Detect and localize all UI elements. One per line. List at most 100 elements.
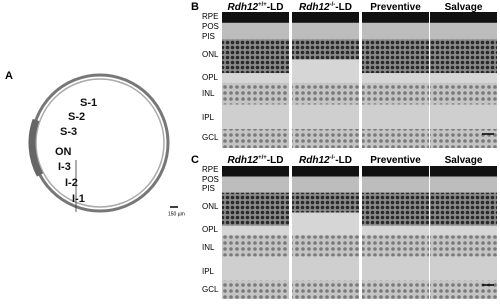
panel-label: C xyxy=(191,154,199,166)
region-label: I-2 xyxy=(65,177,78,189)
tissue-layer xyxy=(362,73,429,83)
genotype: +/+ xyxy=(258,2,267,8)
layer-label: RPE xyxy=(202,12,218,21)
header-text: Preventive xyxy=(370,2,421,13)
tissue-layer xyxy=(430,176,497,193)
genotype: -/- xyxy=(330,2,336,8)
tissue-layer xyxy=(430,280,497,299)
layer-label: IPL xyxy=(202,113,215,122)
column-header: Salvage xyxy=(445,155,483,166)
tissue-layer xyxy=(362,176,429,193)
genotype: -/- xyxy=(330,155,336,161)
region-label: S-3 xyxy=(60,126,77,138)
tissue-layer xyxy=(430,256,497,281)
tissue-layer xyxy=(430,12,497,23)
header-text: Salvage xyxy=(445,2,483,13)
micrograph xyxy=(362,12,429,148)
tissue-layer xyxy=(362,22,429,40)
tissue-layer xyxy=(292,128,359,148)
tissue-layer xyxy=(292,256,359,281)
region-label: S-2 xyxy=(68,111,85,123)
gene-name: Rdh12 xyxy=(299,2,330,13)
layer-label: INL xyxy=(202,243,215,252)
tissue-layer xyxy=(222,235,289,257)
tissue-layer xyxy=(292,82,359,105)
layer-label: POS xyxy=(202,22,219,31)
micrograph xyxy=(292,166,359,299)
tissue-layer xyxy=(222,176,289,193)
column-header: Rdh12-/--LD xyxy=(299,155,352,166)
tissue-layer xyxy=(362,256,429,281)
layer-label: RPE xyxy=(202,165,218,174)
region-label: I-3 xyxy=(58,161,71,173)
layer-label: IPL xyxy=(202,267,215,276)
panel-label: B xyxy=(191,1,199,13)
column-header: Preventive xyxy=(370,155,421,166)
genotype: +/+ xyxy=(258,155,267,161)
header-suffix: -LD xyxy=(267,2,284,13)
tissue-layer xyxy=(222,104,289,129)
gene-name: Rdh12 xyxy=(228,2,259,13)
tissue-layer xyxy=(292,166,359,177)
column-header: Salvage xyxy=(445,2,483,13)
tissue-layer xyxy=(222,128,289,148)
layer-label: ONL xyxy=(202,50,219,59)
micrograph xyxy=(430,12,497,148)
tissue-layer xyxy=(222,73,289,83)
micrograph xyxy=(222,166,289,299)
tissue-layer xyxy=(292,39,359,60)
tissue-layer xyxy=(222,166,289,177)
header-suffix: -LD xyxy=(267,155,284,166)
tissue-layer xyxy=(292,192,359,213)
tissue-layer xyxy=(362,225,429,236)
header-suffix: -LD xyxy=(335,2,352,13)
tissue-layer xyxy=(362,104,429,129)
tissue-layer xyxy=(430,22,497,40)
panel-label: A xyxy=(5,70,13,82)
layer-label: GCL xyxy=(202,285,219,294)
tissue-layer xyxy=(362,280,429,299)
tissue-layer xyxy=(362,235,429,257)
tissue-layer xyxy=(362,166,429,177)
tissue-layer xyxy=(292,235,359,257)
layer-label: OPL xyxy=(202,225,219,234)
scale-bar-label: 150 µm xyxy=(168,211,185,217)
tissue-layer xyxy=(362,82,429,105)
tissue-layer xyxy=(430,73,497,83)
tissue-layer xyxy=(292,104,359,129)
tissue-layer xyxy=(430,128,497,148)
tissue-layer xyxy=(362,192,429,226)
tissue-layer xyxy=(222,225,289,236)
layer-label: POS xyxy=(202,175,219,184)
region-label: S-1 xyxy=(80,97,97,109)
tissue-layer xyxy=(430,104,497,129)
gene-name: Rdh12 xyxy=(228,155,259,166)
tissue-layer xyxy=(292,59,359,83)
tissue-layer xyxy=(292,212,359,236)
layer-label: ONL xyxy=(202,202,219,211)
layer-label: OPL xyxy=(202,73,219,82)
tissue-layer xyxy=(222,39,289,74)
layer-label: PIS xyxy=(202,32,215,41)
header-text: Salvage xyxy=(445,155,483,166)
tissue-layer xyxy=(430,225,497,236)
tissue-layer xyxy=(222,12,289,23)
layer-label: GCL xyxy=(202,133,219,142)
column-header: Preventive xyxy=(370,2,421,13)
tissue-layer xyxy=(222,22,289,40)
layer-label: PIS xyxy=(202,184,215,193)
tissue-layer xyxy=(430,192,497,226)
column-header: Rdh12-/--LD xyxy=(299,2,352,13)
tissue-layer xyxy=(430,166,497,177)
tissue-layer xyxy=(430,82,497,105)
tissue-layer xyxy=(430,235,497,257)
eye-section xyxy=(28,73,178,213)
tissue-layer xyxy=(222,82,289,105)
tissue-layer xyxy=(362,12,429,23)
tissue-layer xyxy=(222,280,289,299)
micrograph xyxy=(292,12,359,148)
tissue-layer xyxy=(292,176,359,193)
region-label: ON xyxy=(55,146,72,158)
micrograph xyxy=(430,166,497,299)
